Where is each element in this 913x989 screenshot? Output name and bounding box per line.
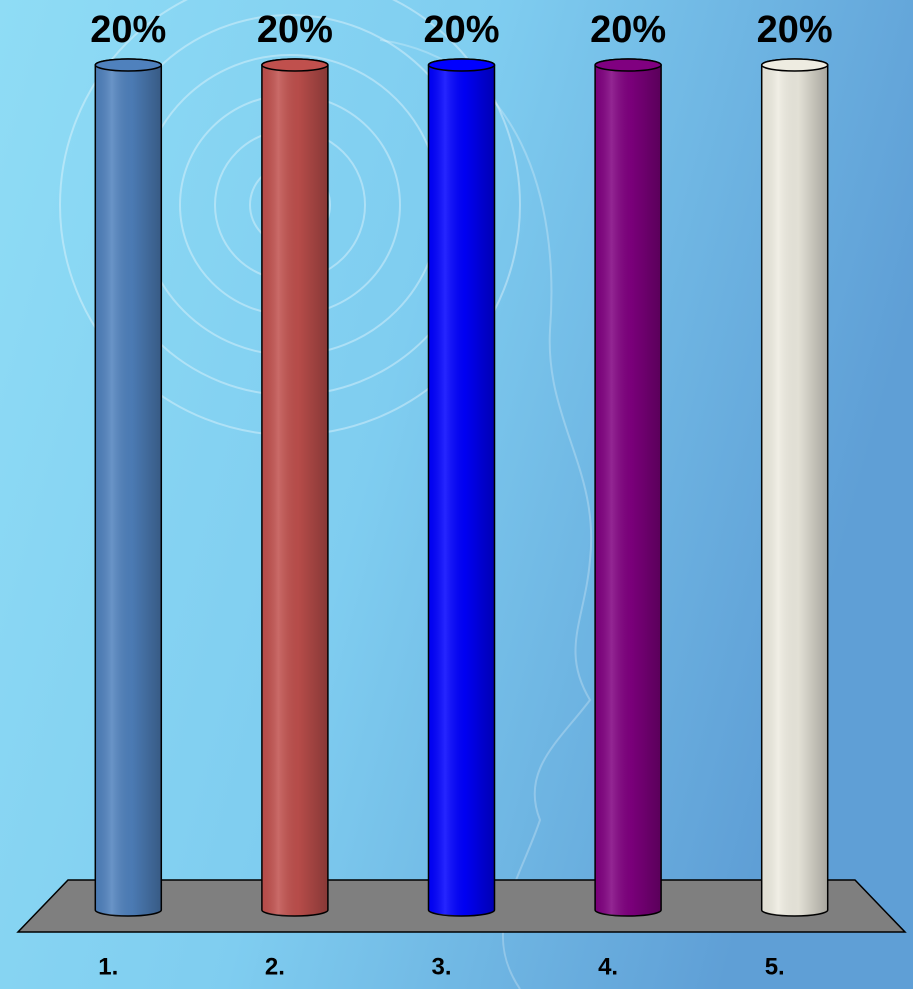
value-label: 20% [757, 9, 833, 51]
bar-top [427, 58, 496, 72]
value-label: 20% [590, 9, 666, 51]
value-label: 20% [90, 9, 166, 51]
bar-top [594, 58, 662, 72]
bar-top [760, 58, 829, 72]
x-tick-label: 4. [598, 953, 618, 980]
bar-shading [95, 59, 162, 917]
bar-shading [761, 59, 828, 917]
bar-shading [428, 59, 495, 917]
value-label: 20% [257, 9, 333, 51]
bar-top [94, 58, 163, 72]
value-label: 20% [423, 9, 499, 51]
x-tick-label: 2. [265, 953, 285, 980]
bar-shading [261, 59, 328, 917]
x-tick-label: 1. [98, 953, 118, 980]
x-tick-label: 5. [765, 953, 785, 980]
bar-top [261, 58, 329, 72]
x-tick-label: 3. [431, 953, 451, 980]
bar-shading [595, 59, 662, 917]
